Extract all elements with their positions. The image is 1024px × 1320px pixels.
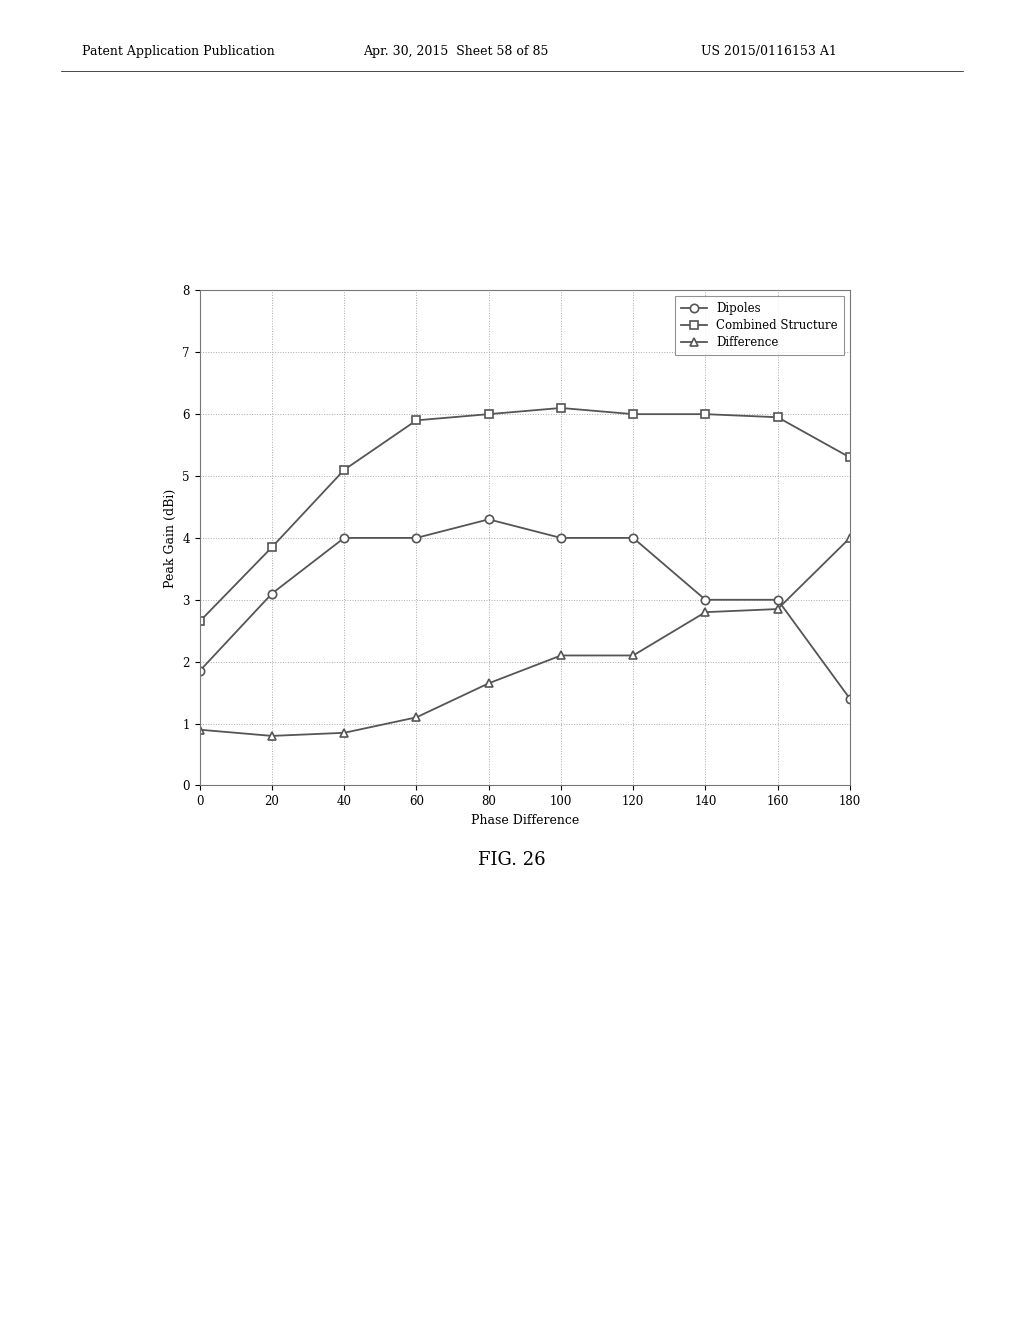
Dipoles: [194, 663, 206, 678]
Dipoles: [411, 529, 423, 545]
Dipoles: [844, 690, 856, 706]
Text: US 2015/0116153 A1: US 2015/0116153 A1: [701, 45, 838, 58]
Difference: [844, 529, 856, 545]
Combined Structure: [411, 412, 423, 428]
Combined Structure: [699, 407, 712, 422]
Combined Structure: [482, 407, 495, 422]
Difference: [555, 648, 567, 664]
Difference: [194, 722, 206, 738]
Combined Structure: [194, 614, 206, 630]
Dipoles: [482, 511, 495, 527]
Combined Structure: [844, 450, 856, 466]
Difference: [338, 725, 350, 741]
Dipoles: [266, 586, 279, 602]
Text: FIG. 26: FIG. 26: [478, 850, 546, 869]
Dipoles: [555, 529, 567, 545]
Difference: [411, 709, 423, 725]
Combined Structure: [555, 400, 567, 416]
Line: Difference: Difference: [196, 533, 854, 741]
Line: Dipoles: Dipoles: [196, 515, 854, 704]
Text: Patent Application Publication: Patent Application Publication: [82, 45, 274, 58]
Dipoles: [771, 591, 783, 607]
Text: Apr. 30, 2015  Sheet 58 of 85: Apr. 30, 2015 Sheet 58 of 85: [364, 45, 549, 58]
Difference: [627, 648, 639, 664]
Combined Structure: [338, 462, 350, 478]
Y-axis label: Peak Gain (dBi): Peak Gain (dBi): [164, 488, 177, 587]
Combined Structure: [266, 540, 279, 556]
Dipoles: [627, 529, 639, 545]
Legend: Dipoles, Combined Structure, Difference: Dipoles, Combined Structure, Difference: [675, 296, 844, 355]
Difference: [482, 676, 495, 692]
Difference: [699, 605, 712, 620]
Combined Structure: [771, 409, 783, 425]
Difference: [771, 601, 783, 616]
Dipoles: [699, 591, 712, 607]
Combined Structure: [627, 407, 639, 422]
Dipoles: [338, 529, 350, 545]
X-axis label: Phase Difference: Phase Difference: [471, 813, 579, 826]
Line: Combined Structure: Combined Structure: [196, 404, 854, 626]
Difference: [266, 729, 279, 744]
